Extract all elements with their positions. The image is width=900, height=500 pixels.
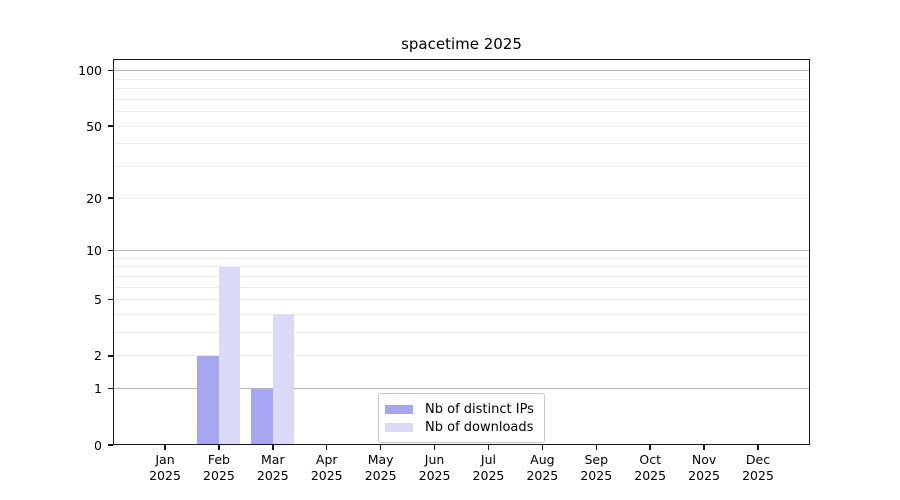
y-tick-mark-10 — [108, 249, 113, 252]
x-tick-mark-feb-2025 — [218, 445, 220, 450]
legend-item: Nb of distinct IPs — [385, 401, 536, 417]
gridline-minor-3 — [113, 332, 810, 334]
y-tick-label-2: 2 — [94, 348, 102, 364]
x-tick-mark-oct-2025 — [649, 445, 651, 450]
x-tick-mark-may-2025 — [379, 445, 382, 450]
x-tick-label-may-2025: May 2025 — [364, 452, 397, 483]
gridline-minor-20 — [113, 197, 810, 199]
y-tick-mark-2 — [108, 355, 113, 357]
gridline-minor-5 — [113, 299, 810, 301]
x-tick-label-aug-2025: Aug 2025 — [526, 452, 559, 483]
gridline-major-10 — [113, 249, 810, 251]
x-tick-mark-jul-2025 — [487, 445, 490, 450]
x-tick-label-apr-2025: Apr 2025 — [310, 452, 343, 483]
y-tick-mark-100 — [108, 69, 113, 72]
gridline-minor-70 — [113, 98, 810, 100]
y-tick-mark-5 — [108, 298, 113, 301]
x-tick-label-feb-2025: Feb 2025 — [203, 452, 235, 483]
gridline-minor-2 — [113, 355, 810, 357]
x-tick-label-jul-2025: Jul 2025 — [472, 452, 505, 483]
x-tick-label-oct-2025: Oct 2025 — [634, 452, 667, 483]
bar-nb-of-distinct-ips-mar-2025 — [251, 388, 273, 445]
x-tick-mark-jun-2025 — [433, 445, 436, 450]
legend-label: Nb of downloads — [425, 419, 534, 435]
x-tick-mark-jan-2025 — [164, 445, 166, 450]
x-tick-label-mar-2025: Mar 2025 — [256, 452, 289, 483]
y-tick-label-100: 100 — [78, 63, 102, 79]
gridline-minor-60 — [113, 111, 810, 113]
x-tick-mark-aug-2025 — [541, 445, 544, 450]
x-tick-mark-apr-2025 — [326, 445, 328, 450]
y-tick-label-0: 0 — [94, 437, 102, 453]
gridline-minor-30 — [113, 165, 810, 167]
y-tick-label-10: 10 — [86, 242, 102, 258]
y-tick-mark-1 — [108, 388, 113, 390]
y-tick-mark-20 — [108, 197, 113, 199]
chart-title: spacetime 2025 — [401, 35, 522, 53]
y-tick-label-20: 20 — [86, 190, 102, 206]
bar-nb-of-downloads-mar-2025 — [272, 314, 295, 445]
x-tick-label-jun-2025: Jun 2025 — [418, 452, 451, 483]
y-tick-label-1: 1 — [94, 381, 102, 397]
x-tick-mark-sep-2025 — [595, 445, 597, 450]
legend-swatch-icon — [385, 422, 413, 432]
x-tick-label-nov-2025: Nov 2025 — [688, 452, 720, 483]
gridline-minor-90 — [113, 78, 810, 80]
gridline-minor-40 — [113, 143, 810, 145]
x-tick-label-sep-2025: Sep 2025 — [580, 452, 613, 483]
bar-nb-of-distinct-ips-feb-2025 — [197, 355, 219, 445]
legend-item: Nb of downloads — [385, 419, 536, 435]
legend-box: Nb of distinct IPs Nb of downloads — [378, 393, 545, 443]
legend-label: Nb of distinct IPs — [425, 401, 534, 417]
x-tick-label-dec-2025: Dec 2025 — [742, 452, 774, 483]
y-tick-mark-50 — [108, 125, 113, 127]
legend-swatch-icon — [385, 404, 413, 414]
y-tick-label-50: 50 — [86, 118, 102, 134]
y-tick-mark-0 — [108, 444, 113, 446]
x-tick-label-jan-2025: Jan 2025 — [149, 452, 181, 483]
x-tick-mark-nov-2025 — [703, 445, 705, 450]
gridline-minor-6 — [113, 286, 810, 288]
y-tick-label-5: 5 — [94, 292, 102, 308]
gridline-minor-7 — [113, 275, 810, 277]
gridline-major-100 — [113, 70, 810, 72]
gridline-minor-50 — [113, 125, 810, 127]
gridline-minor-4 — [113, 313, 810, 315]
x-tick-mark-mar-2025 — [272, 445, 274, 450]
gridline-major-1 — [113, 388, 810, 390]
gridline-minor-80 — [113, 88, 810, 90]
gridline-minor-9 — [113, 257, 810, 259]
gridline-minor-8 — [113, 266, 810, 268]
x-tick-mark-dec-2025 — [757, 445, 759, 450]
bar-nb-of-downloads-feb-2025 — [218, 266, 241, 445]
